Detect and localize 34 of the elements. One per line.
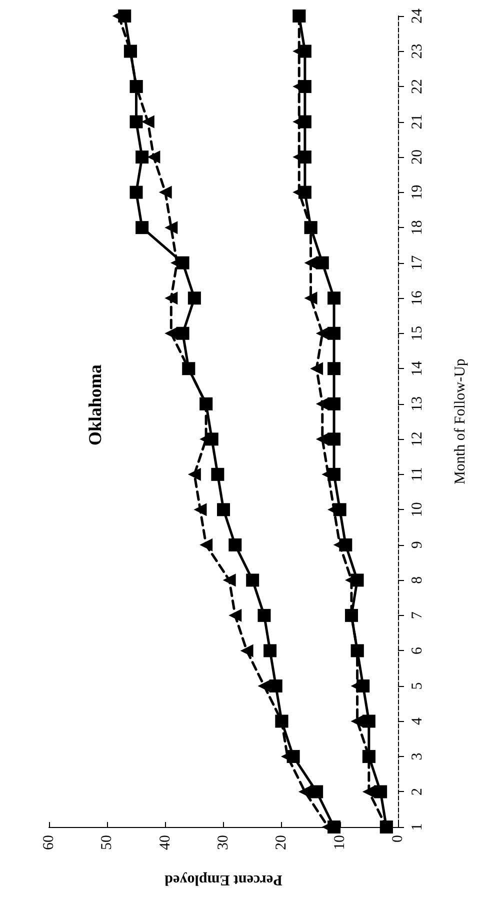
y-tick-label: 22 xyxy=(410,79,426,94)
y-axis-title: Month of Follow-Up xyxy=(452,358,468,484)
y-tick-label: 21 xyxy=(410,114,426,130)
y-tick-label: 2 xyxy=(410,788,426,796)
y-tick-label: 19 xyxy=(410,184,426,200)
x-tick-label: 20 xyxy=(274,835,290,850)
y-tick-label: 14 xyxy=(410,360,426,376)
y-tick-label: 10 xyxy=(410,502,426,518)
y-tick-label: 11 xyxy=(410,467,426,482)
y-tick-label: 3 xyxy=(410,752,426,760)
x-tick-label: 10 xyxy=(332,835,348,850)
y-tick-label: 8 xyxy=(410,576,426,584)
y-tick-label: 15 xyxy=(410,326,426,341)
y-tick-label: 13 xyxy=(410,396,426,412)
y-tick-label: 6 xyxy=(410,646,426,654)
y-tick-label: 9 xyxy=(410,541,426,549)
y-tick-label: 16 xyxy=(410,290,426,306)
x-tick-label: 60 xyxy=(41,835,57,850)
y-tick-label: 5 xyxy=(410,682,426,690)
y-tick-label: 1 xyxy=(410,823,426,831)
x-tick-label: 30 xyxy=(216,835,232,850)
y-tick-label: 12 xyxy=(410,432,426,447)
text: Oklahoma xyxy=(85,364,105,446)
y-tick-label: 23 xyxy=(410,44,426,59)
y-tick-label: 7 xyxy=(410,611,426,620)
y-tick-label: 24 xyxy=(410,8,426,24)
y-tick-label: 18 xyxy=(410,220,426,236)
y-tick-label: 17 xyxy=(410,254,426,270)
x-tick-label: 0 xyxy=(390,835,406,842)
x-axis-title: Percent Employed xyxy=(164,872,282,888)
y-tick-label: 20 xyxy=(410,150,426,165)
y-tick-label: 4 xyxy=(410,716,426,725)
x-tick-label: 50 xyxy=(99,835,116,850)
x-tick-label: 40 xyxy=(157,835,174,850)
